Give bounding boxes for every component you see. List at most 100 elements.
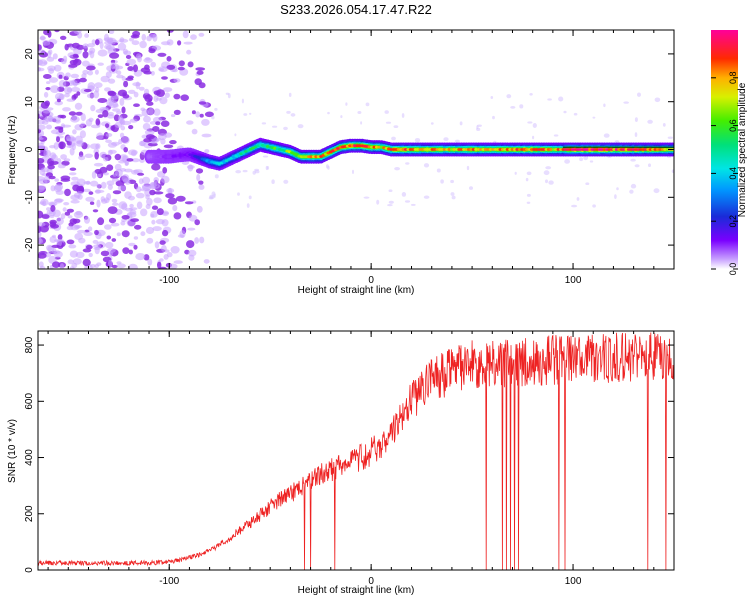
noise-blob — [105, 133, 113, 137]
noise-blob — [63, 86, 73, 95]
noise-speckle — [410, 203, 416, 206]
noise-blob — [38, 185, 45, 193]
noise-blob — [82, 43, 89, 49]
noise-speckle — [629, 189, 634, 194]
noise-blob — [127, 66, 134, 72]
y-tick-label: -20 — [24, 237, 35, 252]
noise-blob — [58, 74, 63, 79]
noise-blob — [127, 75, 134, 79]
noise-blob — [56, 239, 62, 247]
noise-blob — [52, 261, 61, 269]
noise-blob — [87, 43, 96, 48]
noise-blob — [154, 241, 160, 249]
noise-blob — [38, 119, 45, 125]
noise-blob — [172, 205, 178, 212]
noise-blob — [88, 252, 93, 258]
noise-blob — [59, 141, 64, 150]
noise-speckle — [466, 165, 470, 171]
noise-blob — [144, 129, 155, 136]
noise-blob — [54, 178, 59, 182]
noise-blob — [128, 125, 134, 130]
noise-blob — [108, 217, 117, 224]
noise-blob — [95, 143, 101, 150]
noise-blob — [53, 184, 62, 193]
noise-blob — [114, 153, 122, 161]
noise-blob — [120, 125, 126, 131]
noise-blob — [69, 218, 78, 225]
noise-blob — [94, 229, 99, 236]
noise-blob — [102, 110, 109, 118]
noise-speckle — [490, 96, 494, 99]
noise-speckle — [667, 136, 673, 139]
noise-blob — [108, 30, 115, 34]
noise-blob — [64, 211, 71, 216]
noise-speckle — [388, 200, 394, 204]
noise-blob — [179, 230, 186, 239]
noise-blob — [147, 258, 153, 266]
noise-speckle — [451, 195, 456, 200]
noise-blob — [105, 123, 110, 128]
noise-blob — [69, 59, 78, 65]
noise-blob — [78, 185, 85, 192]
noise-blob — [55, 217, 64, 226]
noise-blob — [48, 77, 59, 83]
noise-blob — [54, 92, 64, 101]
noise-speckle — [634, 132, 638, 138]
noise-blob — [119, 132, 125, 138]
noise-blob — [128, 37, 134, 42]
noise-blob — [82, 248, 92, 253]
noise-blob — [198, 32, 205, 37]
noise-speckle — [430, 122, 434, 125]
noise-blob — [74, 124, 84, 131]
noise-speckle — [614, 194, 617, 200]
noise-blob — [133, 103, 140, 107]
noise-speckle — [469, 186, 473, 190]
noise-blob — [109, 52, 120, 59]
noise-speckle — [630, 158, 636, 162]
noise-blob — [196, 70, 204, 75]
noise-blob — [45, 87, 51, 91]
noise-blob — [169, 140, 177, 145]
noise-blob — [62, 207, 67, 212]
snr-xlabel: Height of straight line (km) — [298, 585, 415, 596]
noise-blob — [56, 98, 61, 103]
noise-blob — [133, 64, 138, 73]
noise-blob — [173, 212, 182, 220]
noise-blob — [60, 178, 71, 182]
noise-blob — [133, 236, 139, 240]
noise-blob — [140, 140, 146, 147]
noise-blob — [40, 101, 50, 109]
noise-blob — [78, 237, 86, 244]
colorbar-tick-label: 0.6 — [728, 119, 738, 132]
y-tick-label: 20 — [24, 48, 35, 60]
noise-blob — [151, 219, 156, 225]
noise-blob — [142, 185, 152, 189]
noise-blob — [73, 30, 82, 35]
noise-speckle — [440, 179, 444, 184]
noise-blob — [54, 30, 60, 33]
noise-blob — [105, 139, 112, 143]
noise-blob — [112, 103, 119, 108]
noise-speckle — [211, 115, 215, 120]
noise-blob — [68, 172, 77, 176]
noise-blob — [38, 137, 44, 141]
noise-blob — [180, 94, 189, 101]
noise-blob — [94, 169, 102, 174]
noise-speckle — [553, 134, 559, 137]
noise-blob — [166, 188, 175, 194]
colorbar-label: Normalized spectral amplitude — [737, 82, 748, 217]
noise-blob — [104, 87, 111, 92]
noise-speckle — [616, 187, 619, 191]
noise-blob — [131, 40, 140, 46]
y-tick-label: 0 — [24, 567, 35, 573]
noise-speckle — [365, 102, 370, 107]
noise-blob — [90, 124, 101, 129]
noise-blob — [76, 91, 81, 96]
noise-speckle — [526, 201, 531, 204]
noise-blob — [94, 69, 99, 75]
noise-speckle — [454, 139, 460, 143]
noise-blob — [108, 78, 116, 84]
noise-blob — [198, 82, 206, 89]
